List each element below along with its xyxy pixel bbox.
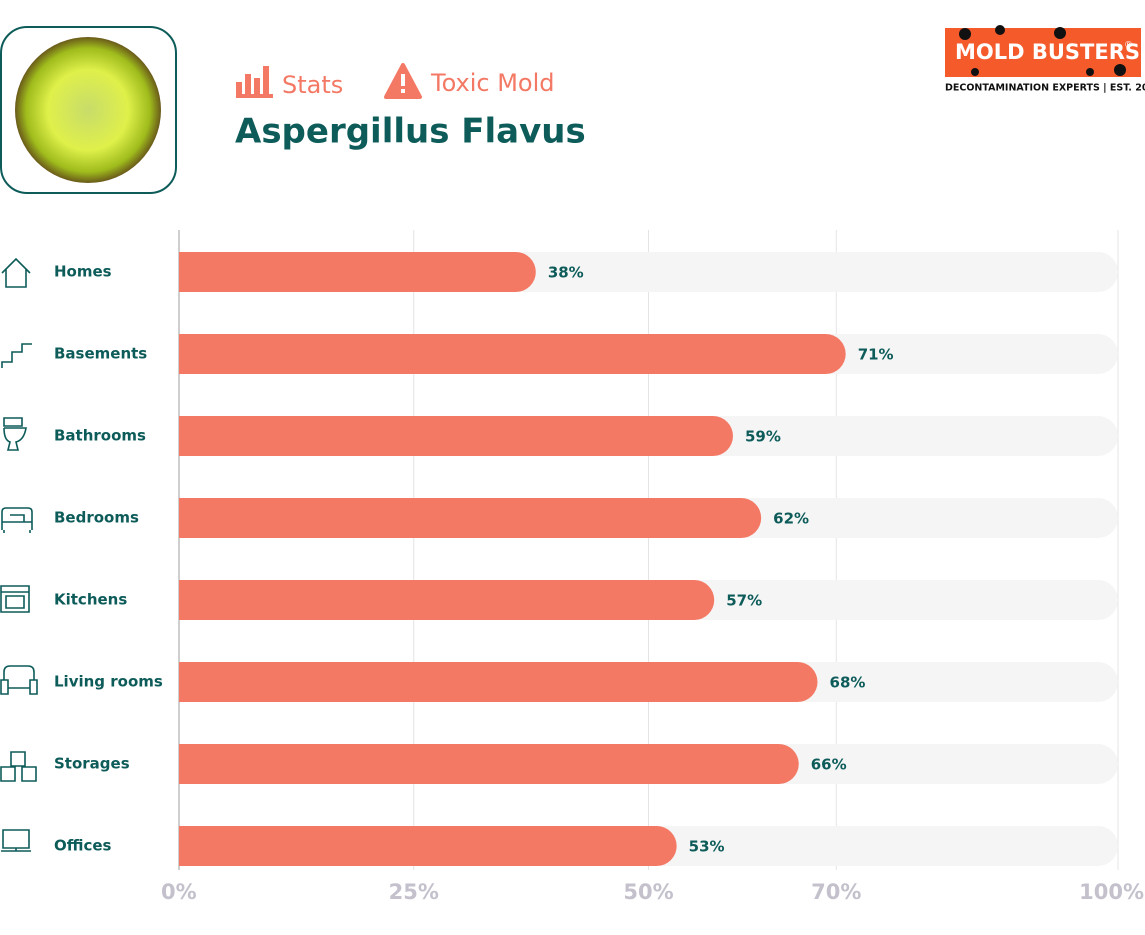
value-label: 68%	[830, 674, 866, 692]
category-label: Bathrooms	[54, 427, 146, 445]
x-tick-label: 70%	[811, 880, 861, 904]
stats-icon	[236, 66, 273, 98]
category-label: Bedrooms	[54, 509, 139, 527]
category-icons	[0, 257, 38, 852]
category-label: Basements	[54, 345, 147, 363]
bar	[179, 498, 762, 538]
bar	[179, 334, 846, 374]
value-label: 66%	[811, 756, 847, 774]
x-tick-label: 100%	[1079, 880, 1144, 904]
stats-label: Stats	[282, 71, 343, 99]
x-tick-label: 50%	[623, 880, 673, 904]
bar	[179, 580, 715, 620]
logo-text: MOLD BUSTERS	[955, 40, 1140, 64]
value-label: 62%	[773, 510, 809, 528]
toxic-label: Toxic Mold	[430, 69, 555, 97]
bar	[179, 662, 818, 702]
tagline: DECONTAMINATION EXPERTS | EST. 2005	[945, 83, 1145, 94]
mold-image	[15, 37, 161, 183]
bar	[179, 826, 677, 866]
value-label: 57%	[726, 592, 762, 610]
value-label: 71%	[858, 346, 894, 364]
chart-title: Aspergillus Flavus	[235, 112, 586, 152]
category-label: Living rooms	[54, 673, 163, 691]
x-tick-label: 25%	[389, 880, 439, 904]
value-label: 59%	[745, 428, 781, 446]
warning-icon	[384, 63, 422, 99]
category-label: Offices	[54, 837, 112, 855]
value-label: 38%	[548, 264, 584, 282]
logo: MOLD BUSTERS ®	[945, 25, 1141, 77]
bar	[179, 744, 799, 784]
bar	[179, 416, 734, 457]
category-label: Homes	[54, 263, 112, 281]
value-label: 53%	[689, 838, 725, 856]
category-label: Storages	[54, 755, 130, 773]
bar	[179, 252, 536, 292]
logo-mark: ®	[1124, 41, 1133, 51]
category-label: Kitchens	[54, 591, 127, 609]
x-tick-label: 0%	[161, 880, 197, 904]
